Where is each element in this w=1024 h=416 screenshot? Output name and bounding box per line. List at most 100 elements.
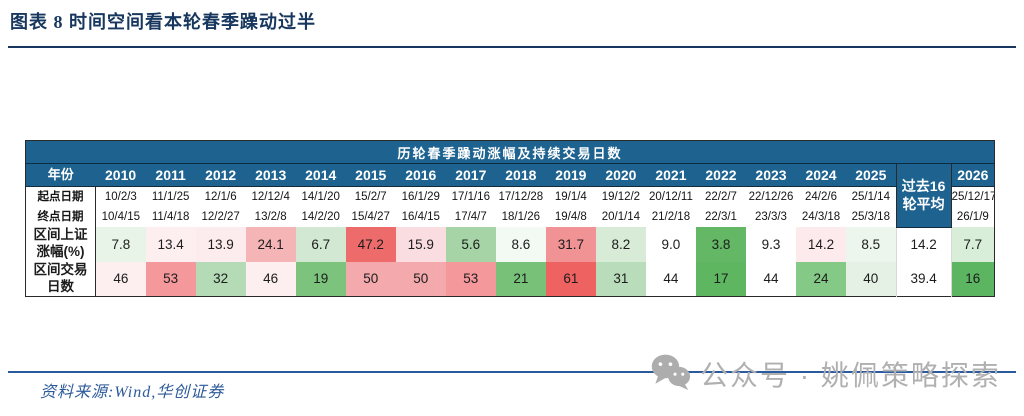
year-header-cell: 2020	[595, 163, 646, 187]
start-date-cell: 14/1/20	[295, 186, 346, 207]
end-date-cell: 18/1/26	[495, 207, 546, 227]
gain-cell: 13.4	[145, 227, 196, 262]
year-header-cell: 2023	[745, 163, 796, 187]
average-column-label: 过去16 轮平均	[895, 163, 952, 228]
end-date-cell: 15/4/27	[345, 207, 396, 227]
days-cell: 46	[245, 261, 296, 296]
start-date-cell: 17/1/16	[445, 186, 496, 207]
year-header-cell: 2012	[195, 163, 246, 187]
days-cell: 44	[745, 261, 796, 296]
year-header-cell: 2011	[145, 163, 196, 187]
end-date-cell: 16/4/15	[395, 207, 446, 227]
gain-cell: 31.7	[545, 227, 596, 262]
year-header-cell: 2021	[645, 163, 696, 187]
table-wrapper: 历轮春季躁动涨幅及持续交易日数 年份 2010 2011 2012 2013 2014 201…	[25, 140, 995, 297]
days-cell: 44	[645, 261, 696, 296]
gain-cell: 47.2	[345, 227, 396, 262]
days-average-cell: 39.4	[895, 261, 952, 296]
days-cell: 31	[595, 261, 646, 296]
year-header-cell: 2018	[495, 163, 546, 187]
start-date-cell: 15/2/7	[345, 186, 396, 207]
year-header-cell: 2017	[445, 163, 496, 187]
gain-cell: 8.2	[595, 227, 646, 262]
days-cell: 24	[796, 261, 847, 296]
gain-cell: 3.8	[695, 227, 746, 262]
gain-cell: 6.7	[295, 227, 346, 262]
start-date-cell: 25/12/17	[951, 186, 995, 207]
gain-row: 区间上证 涨幅(%) 7.8 13.4 13.9 24.1 6.7 47.2 15.9 5.6 8…	[25, 227, 995, 262]
wechat-icon	[648, 350, 692, 397]
start-date-cell: 19/12/2	[595, 186, 646, 207]
table-title-cell: 历轮春季躁动涨幅及持续交易日数	[25, 140, 995, 164]
gain-cell: 13.9	[195, 227, 246, 262]
data-source-note: 资料来源:Wind,华创证券	[40, 384, 225, 401]
year-header-cell: 2024	[796, 163, 847, 187]
figure-title: 图表 8 时间空间看本轮春季躁动过半	[10, 12, 316, 32]
gain-cell: 15.9	[395, 227, 446, 262]
year-header-cell: 2026	[951, 163, 995, 187]
start-date-cell: 12/12/4	[245, 186, 296, 207]
end-date-cell: 17/4/7	[445, 207, 496, 227]
gain-cell: 8.5	[846, 227, 897, 262]
top-divider-line	[8, 46, 1016, 48]
start-date-cell: 22/12/26	[745, 186, 796, 207]
end-date-cell: 23/3/3	[745, 207, 796, 227]
watermark-text: 公众号 · 姚佩策略探索	[700, 359, 1001, 391]
end-date-cell: 12/2/27	[195, 207, 246, 227]
row-label-days: 区间交易 日数	[25, 261, 97, 296]
year-header-cell: 2025	[846, 163, 897, 187]
end-date-cell: 26/1/9	[951, 207, 995, 227]
days-cell: 50	[345, 261, 396, 296]
start-date-row: 起点日期 10/2/3 11/1/25 12/1/6 12/12/4 14/1/20 15/…	[25, 186, 995, 207]
gain-cell: 9.0	[645, 227, 696, 262]
end-date-cell: 14/2/20	[295, 207, 346, 227]
start-date-cell: 10/2/3	[95, 186, 146, 207]
end-date-cell: 13/2/8	[245, 207, 296, 227]
start-date-cell: 20/12/11	[645, 186, 696, 207]
end-date-cell: 20/1/14	[595, 207, 646, 227]
days-cell: 16	[951, 261, 995, 296]
bottom-divider-line	[8, 371, 1016, 373]
gain-cell: 9.3	[745, 227, 796, 262]
gain-cell: 5.6	[445, 227, 496, 262]
corner-cell: 年份	[25, 163, 96, 187]
year-header-cell: 2016	[395, 163, 446, 187]
days-cell: 17	[695, 261, 746, 296]
year-header-cell: 2015	[345, 163, 396, 187]
gain-cell: 7.8	[95, 227, 146, 262]
days-cell: 40	[846, 261, 897, 296]
watermark: 公众号 · 姚佩策略探索	[648, 350, 1001, 397]
gain-average-cell: 14.2	[895, 227, 952, 262]
days-cell: 50	[395, 261, 446, 296]
row-label-gain: 区间上证 涨幅(%)	[25, 227, 97, 262]
year-header-cell: 2013	[245, 163, 296, 187]
start-date-cell: 22/2/7	[695, 186, 746, 207]
end-date-cell: 21/2/18	[645, 207, 696, 227]
gain-cell: 8.6	[495, 227, 546, 262]
days-cell: 53	[445, 261, 496, 296]
end-date-cell: 19/4/8	[545, 207, 596, 227]
days-cell: 21	[495, 261, 546, 296]
end-date-cell: 25/3/18	[846, 207, 897, 227]
trading-days-row: 区间交易 日数 46 53 32 46 19 50 50 53 21 61 31 44 17 44 24 40 3…	[25, 261, 995, 296]
year-header-cell: 2014	[295, 163, 346, 187]
start-date-cell: 12/1/6	[195, 186, 246, 207]
start-date-cell: 17/12/28	[495, 186, 546, 207]
year-header-cell: 2019	[545, 163, 596, 187]
start-date-cell: 16/1/29	[395, 186, 446, 207]
days-cell: 19	[295, 261, 346, 296]
row-label-end: 终点日期	[25, 207, 97, 227]
days-cell: 46	[95, 261, 146, 296]
start-date-cell: 25/1/14	[846, 186, 897, 207]
row-label-start: 起点日期	[25, 186, 97, 207]
gain-cell: 24.1	[245, 227, 296, 262]
days-cell: 61	[545, 261, 596, 296]
table-title-row: 历轮春季躁动涨幅及持续交易日数	[25, 140, 995, 164]
start-date-cell: 19/1/4	[545, 186, 596, 207]
year-header-cell: 2010	[95, 163, 146, 187]
end-date-cell: 22/3/1	[695, 207, 746, 227]
gain-cell: 7.7	[951, 227, 995, 262]
end-date-cell: 10/4/15	[95, 207, 146, 227]
gain-cell: 14.2	[796, 227, 847, 262]
